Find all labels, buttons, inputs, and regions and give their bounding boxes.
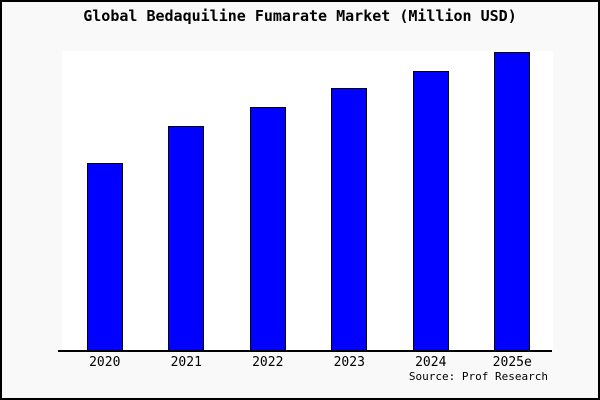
bar-2021: [168, 126, 205, 350]
source-note: Source: Prof Research: [408, 370, 548, 383]
chart-title: Global Bedaquiline Fumarate Market (Mill…: [83, 7, 517, 25]
x-label-2024: 2024: [415, 355, 447, 370]
x-label-2023: 2023: [333, 355, 365, 370]
bar-2022: [249, 107, 286, 350]
x-label-2025e: 2025e: [492, 355, 532, 370]
x-label-2022: 2022: [252, 355, 284, 370]
bar-2023: [331, 88, 368, 350]
bar-2020: [86, 163, 123, 350]
x-axis-line: [58, 350, 552, 352]
bar-2025e: [494, 52, 531, 350]
bar-2024: [412, 71, 449, 350]
x-label-2021: 2021: [170, 355, 202, 370]
plot-area: [62, 51, 553, 350]
x-label-2020: 2020: [89, 355, 121, 370]
